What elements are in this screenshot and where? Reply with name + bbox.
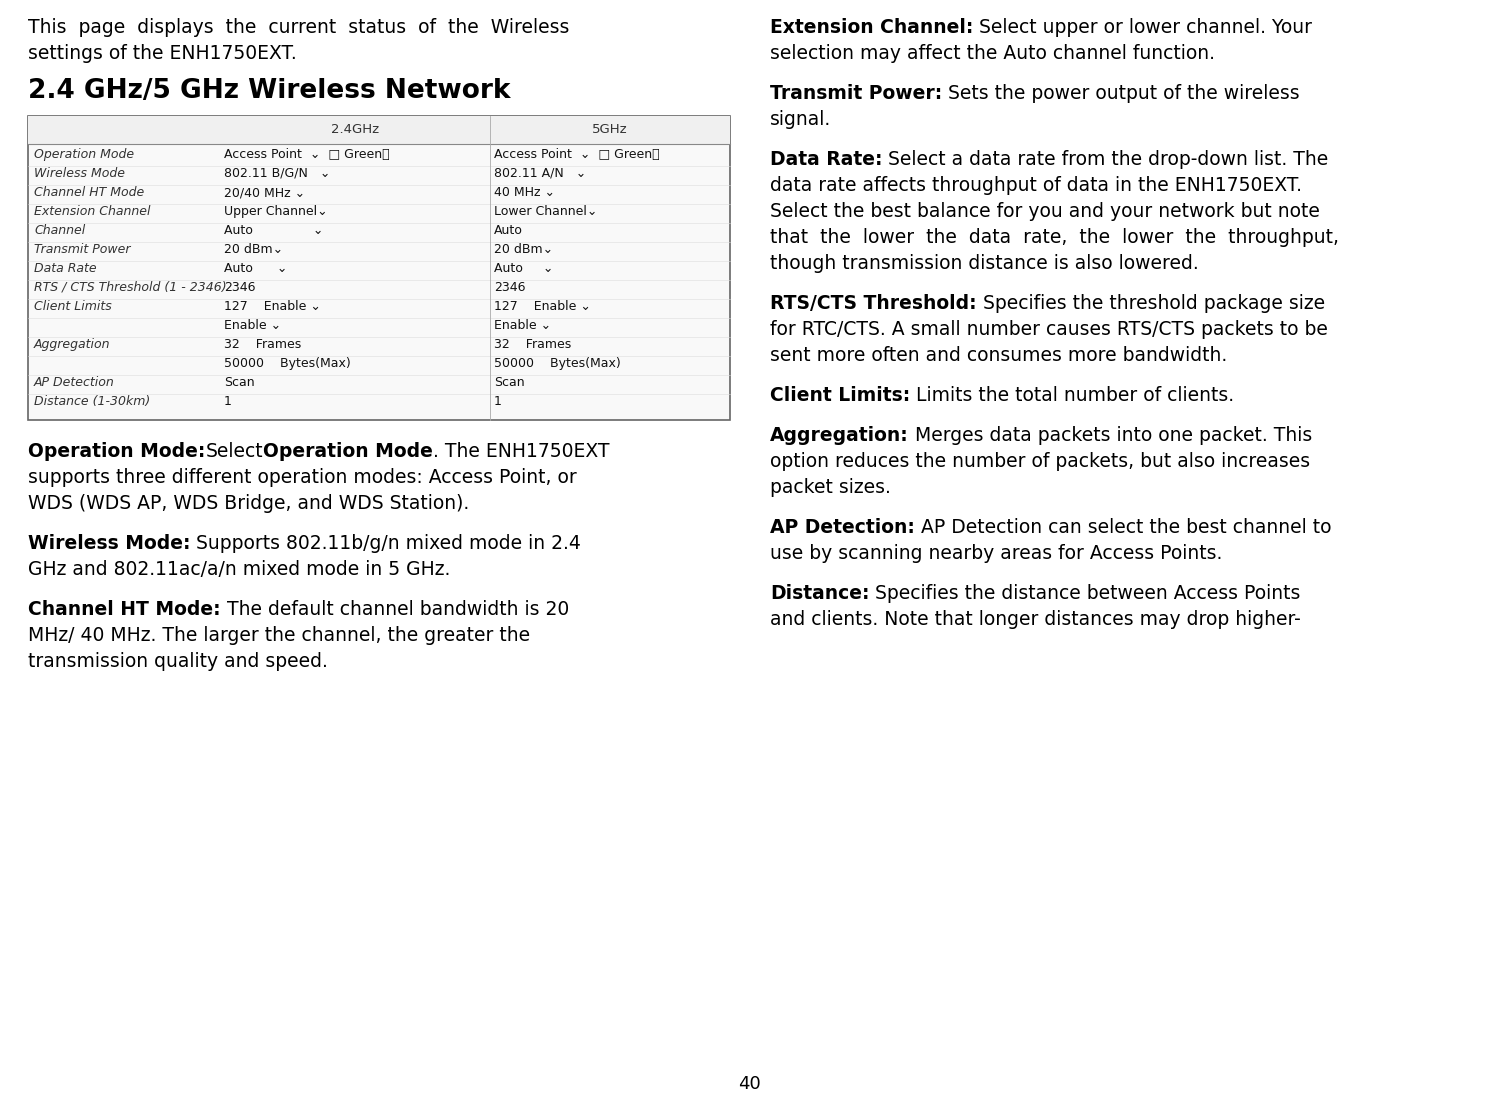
Text: The default channel bandwidth is 20: The default channel bandwidth is 20 xyxy=(220,600,570,619)
Text: 2.4GHz: 2.4GHz xyxy=(331,123,379,136)
Text: . The ENH1750EXT: . The ENH1750EXT xyxy=(433,442,610,461)
Text: Channel HT Mode: Channel HT Mode xyxy=(34,186,144,199)
Text: Access Point  ⌄  □ Greenⓘ: Access Point ⌄ □ Greenⓘ xyxy=(495,148,660,161)
Text: 127    Enable ⌄: 127 Enable ⌄ xyxy=(495,299,591,313)
Text: Scan: Scan xyxy=(223,376,255,389)
Text: Select the best balance for you and your network but note: Select the best balance for you and your… xyxy=(770,202,1321,220)
Text: and clients. Note that longer distances may drop higher-: and clients. Note that longer distances … xyxy=(770,610,1301,629)
Text: Access Point  ⌄  □ Greenⓘ: Access Point ⌄ □ Greenⓘ xyxy=(223,148,390,161)
Text: 20 dBm⌄: 20 dBm⌄ xyxy=(223,244,283,256)
Text: Specifies the threshold package size: Specifies the threshold package size xyxy=(977,294,1325,313)
Text: sent more often and consumes more bandwidth.: sent more often and consumes more bandwi… xyxy=(770,346,1228,365)
Text: Auto      ⌄: Auto ⌄ xyxy=(223,262,288,275)
Bar xyxy=(28,116,730,420)
Text: Wireless Mode:: Wireless Mode: xyxy=(28,534,190,553)
Text: 20 dBm⌄: 20 dBm⌄ xyxy=(495,244,553,256)
Text: Auto: Auto xyxy=(495,224,523,237)
Text: Operation Mode:: Operation Mode: xyxy=(28,442,205,461)
Text: AP Detection: AP Detection xyxy=(34,376,115,389)
Text: settings of the ENH1750EXT.: settings of the ENH1750EXT. xyxy=(28,44,297,63)
Text: transmission quality and speed.: transmission quality and speed. xyxy=(28,652,328,671)
Text: Sets the power output of the wireless: Sets the power output of the wireless xyxy=(943,84,1300,103)
Text: Enable ⌄: Enable ⌄ xyxy=(223,319,282,332)
Text: 1: 1 xyxy=(495,395,502,408)
Text: Scan: Scan xyxy=(495,376,525,389)
Text: signal.: signal. xyxy=(770,110,832,129)
Text: AP Detection can select the best channel to: AP Detection can select the best channel… xyxy=(914,518,1331,538)
Text: 2346: 2346 xyxy=(223,281,255,294)
Text: Auto     ⌄: Auto ⌄ xyxy=(495,262,553,275)
Text: 2.4 GHz/5 GHz Wireless Network: 2.4 GHz/5 GHz Wireless Network xyxy=(28,78,511,104)
Text: This  page  displays  the  current  status  of  the  Wireless: This page displays the current status of… xyxy=(28,18,570,37)
Text: Wireless Mode: Wireless Mode xyxy=(34,167,124,180)
Text: 32    Frames: 32 Frames xyxy=(495,338,571,351)
Text: Enable ⌄: Enable ⌄ xyxy=(495,319,552,332)
Text: use by scanning nearby areas for Access Points.: use by scanning nearby areas for Access … xyxy=(770,544,1222,563)
Text: Channel HT Mode:: Channel HT Mode: xyxy=(28,600,220,619)
Text: option reduces the number of packets, but also increases: option reduces the number of packets, bu… xyxy=(770,452,1310,471)
Text: though transmission distance is also lowered.: though transmission distance is also low… xyxy=(770,255,1199,273)
Text: 50000    Bytes(Max): 50000 Bytes(Max) xyxy=(223,357,351,370)
Text: that  the  lower  the  data  rate,  the  lower  the  throughput,: that the lower the data rate, the lower … xyxy=(770,228,1339,247)
Text: Client Limits: Client Limits xyxy=(34,299,112,313)
Text: supports three different operation modes: Access Point, or: supports three different operation modes… xyxy=(28,468,577,487)
Text: Extension Channel: Extension Channel xyxy=(34,205,150,218)
Text: Operation Mode: Operation Mode xyxy=(34,148,133,161)
Text: Data Rate:: Data Rate: xyxy=(770,150,883,169)
Text: selection may affect the Auto channel function.: selection may affect the Auto channel fu… xyxy=(770,44,1216,63)
Text: 2346: 2346 xyxy=(495,281,526,294)
Text: Aggregation: Aggregation xyxy=(34,338,111,351)
Text: AP Detection:: AP Detection: xyxy=(770,518,914,538)
Text: 40: 40 xyxy=(738,1075,761,1093)
Text: 32    Frames: 32 Frames xyxy=(223,338,301,351)
Text: Limits the total number of clients.: Limits the total number of clients. xyxy=(910,386,1234,405)
Text: WDS (WDS AP, WDS Bridge, and WDS Station).: WDS (WDS AP, WDS Bridge, and WDS Station… xyxy=(28,494,469,513)
Text: 20/40 MHz ⌄: 20/40 MHz ⌄ xyxy=(223,186,306,199)
Text: 50000    Bytes(Max): 50000 Bytes(Max) xyxy=(495,357,621,370)
Text: Transmit Power: Transmit Power xyxy=(34,244,130,256)
Text: Distance (1-30km): Distance (1-30km) xyxy=(34,395,150,408)
Text: Supports 802.11b/g/n mixed mode in 2.4: Supports 802.11b/g/n mixed mode in 2.4 xyxy=(190,534,582,553)
Text: RTS / CTS Threshold (1 - 2346): RTS / CTS Threshold (1 - 2346) xyxy=(34,281,226,294)
Text: 802.11 B/G/N   ⌄: 802.11 B/G/N ⌄ xyxy=(223,167,330,180)
Text: Select upper or lower channel. Your: Select upper or lower channel. Your xyxy=(973,18,1313,37)
Text: GHz and 802.11ac/a/n mixed mode in 5 GHz.: GHz and 802.11ac/a/n mixed mode in 5 GHz… xyxy=(28,559,450,579)
Text: Client Limits:: Client Limits: xyxy=(770,386,910,405)
Text: for RTC/CTS. A small number causes RTS/CTS packets to be: for RTC/CTS. A small number causes RTS/C… xyxy=(770,320,1328,339)
Text: Auto               ⌄: Auto ⌄ xyxy=(223,224,324,237)
Text: MHz/ 40 MHz. The larger the channel, the greater the: MHz/ 40 MHz. The larger the channel, the… xyxy=(28,626,531,645)
Text: Aggregation:: Aggregation: xyxy=(770,426,908,445)
Text: Upper Channel⌄: Upper Channel⌄ xyxy=(223,205,328,218)
Text: Lower Channel⌄: Lower Channel⌄ xyxy=(495,205,598,218)
Text: Select: Select xyxy=(205,442,262,461)
Text: Channel: Channel xyxy=(34,224,85,237)
Text: 5GHz: 5GHz xyxy=(592,123,628,136)
Text: 40 MHz ⌄: 40 MHz ⌄ xyxy=(495,186,555,199)
Text: RTS/CTS Threshold:: RTS/CTS Threshold: xyxy=(770,294,977,313)
Text: data rate affects throughput of data in the ENH1750EXT.: data rate affects throughput of data in … xyxy=(770,176,1303,195)
Text: 1: 1 xyxy=(223,395,232,408)
Text: 802.11 A/N   ⌄: 802.11 A/N ⌄ xyxy=(495,167,586,180)
Text: 127    Enable ⌄: 127 Enable ⌄ xyxy=(223,299,321,313)
Text: Distance:: Distance: xyxy=(770,584,869,603)
Text: Transmit Power:: Transmit Power: xyxy=(770,84,943,103)
Bar xyxy=(28,116,730,144)
Text: Select a data rate from the drop-down list. The: Select a data rate from the drop-down li… xyxy=(883,150,1328,169)
Text: Data Rate: Data Rate xyxy=(34,262,96,275)
Text: Specifies the distance between Access Points: Specifies the distance between Access Po… xyxy=(869,584,1301,603)
Text: packet sizes.: packet sizes. xyxy=(770,478,890,497)
Text: Merges data packets into one packet. This: Merges data packets into one packet. Thi… xyxy=(908,426,1312,445)
Text: Operation Mode: Operation Mode xyxy=(262,442,433,461)
Text: Extension Channel:: Extension Channel: xyxy=(770,18,973,37)
